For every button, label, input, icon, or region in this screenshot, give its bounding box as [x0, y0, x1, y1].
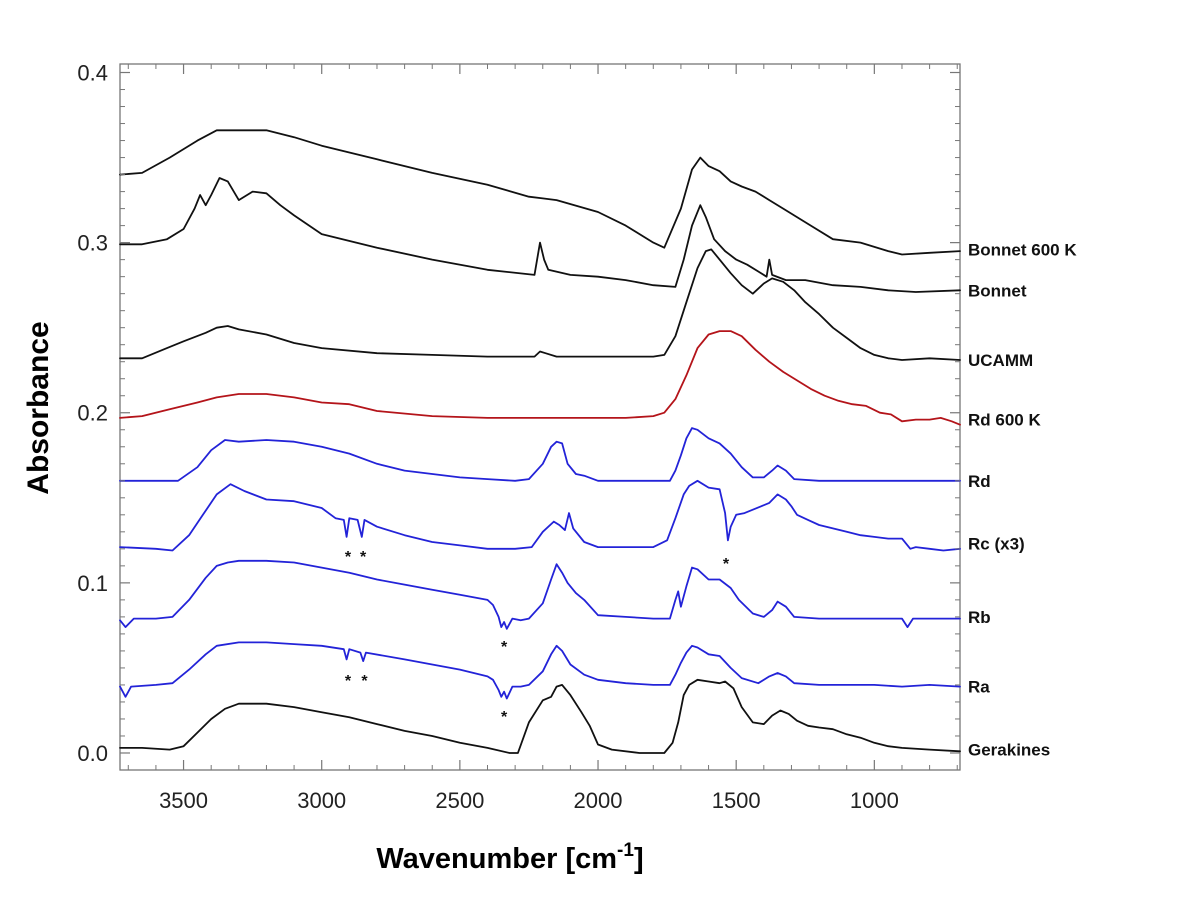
series-label-rd: Rd	[968, 472, 991, 491]
artifact-marker: *	[345, 549, 352, 566]
x-axis-title-main: Wavenumber [cm	[376, 843, 617, 875]
y-tick-label: 0.4	[77, 61, 108, 86]
x-tick-label: 2500	[435, 788, 484, 813]
y-tick-label: 0.0	[77, 741, 108, 766]
x-axis-title-sup: -1	[617, 840, 634, 861]
x-tick-label: 1000	[850, 788, 899, 813]
series-line-rb	[119, 559, 961, 630]
artifact-marker: *	[723, 556, 730, 573]
x-axis-title: Wavenumber [cm-1]	[376, 840, 643, 875]
series-label-ra: Ra	[968, 678, 990, 697]
series-line-rd-600-k	[119, 330, 961, 426]
y-axis-title: Absorbance	[22, 321, 55, 494]
series-line-bonnet	[119, 177, 961, 293]
x-tick-label: 1500	[712, 788, 761, 813]
series-line-gerakines	[119, 678, 961, 754]
artifact-marker: *	[345, 673, 352, 690]
series-label-bonnet-600-k: Bonnet 600 K	[968, 240, 1077, 259]
series-line-ra	[119, 641, 961, 700]
series-label-gerakines: Gerakines	[968, 741, 1050, 760]
series-line-ucamm	[119, 248, 961, 361]
x-tick-label: 2000	[574, 788, 623, 813]
x-tick-label: 3500	[159, 788, 208, 813]
y-tick-label: 0.1	[77, 571, 108, 596]
series-label-ucamm: UCAMM	[968, 351, 1033, 370]
series-label-rd-600-k: Rd 600 K	[968, 411, 1041, 430]
series-label-bonnet: Bonnet	[968, 281, 1027, 300]
artifact-marker: *	[361, 673, 368, 690]
artifact-marker: *	[360, 549, 367, 566]
y-tick-label: 0.2	[77, 401, 108, 426]
series-line-rd	[119, 427, 961, 482]
x-axis-title-end: ]	[634, 843, 644, 875]
series-line-rc-x3	[119, 479, 961, 552]
series-label-rb: Rb	[968, 608, 991, 627]
series-label-rc-x3: Rc (x3)	[968, 535, 1025, 554]
artifact-marker: *	[501, 639, 508, 656]
x-tick-label: 3000	[297, 788, 346, 813]
artifact-marker: *	[501, 709, 508, 726]
y-tick-label: 0.3	[77, 231, 108, 256]
series-line-bonnet-600-k	[119, 129, 961, 256]
